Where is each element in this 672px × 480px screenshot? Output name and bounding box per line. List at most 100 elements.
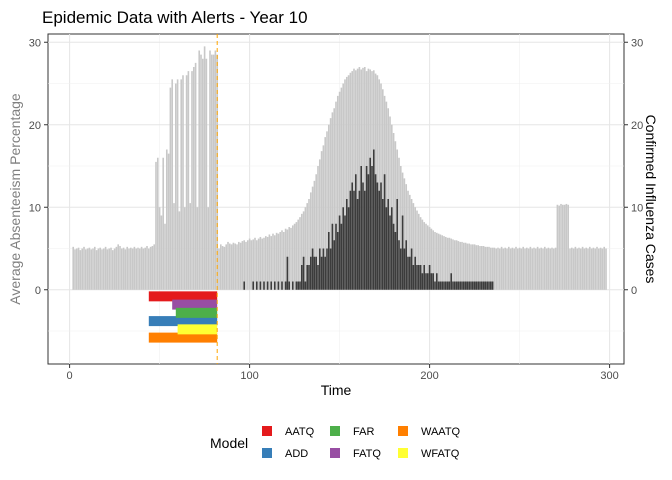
absenteeism-bar bbox=[255, 240, 258, 290]
y-axis-right-title: Confirmed Influenza Cases bbox=[643, 115, 659, 284]
influenza-case-bar bbox=[486, 281, 489, 290]
absenteeism-bar bbox=[439, 234, 442, 290]
influenza-case-bar bbox=[430, 273, 433, 290]
influenza-case-bar bbox=[403, 248, 406, 290]
absenteeism-bar bbox=[486, 246, 489, 290]
legend-label-waatq: WAATQ bbox=[421, 426, 461, 438]
absenteeism-bar bbox=[74, 249, 76, 290]
absenteeism-bar bbox=[153, 244, 156, 290]
influenza-case-bar bbox=[281, 281, 283, 290]
absenteeism-bar bbox=[318, 159, 321, 290]
absenteeism-bar bbox=[560, 203, 562, 290]
influenza-case-bar bbox=[464, 281, 467, 290]
y-right-tick-label: 30 bbox=[631, 37, 643, 49]
absenteeism-bar bbox=[554, 247, 557, 290]
absenteeism-bar bbox=[239, 242, 242, 290]
influenza-case-bar bbox=[362, 182, 364, 290]
alert-segment-wfatq bbox=[177, 324, 218, 335]
absenteeism-bar bbox=[120, 248, 123, 290]
absenteeism-bar bbox=[498, 248, 501, 290]
influenza-case-bar bbox=[455, 281, 458, 290]
influenza-case-bar bbox=[344, 215, 346, 290]
absenteeism-bar bbox=[587, 248, 589, 290]
absenteeism-bar bbox=[72, 246, 75, 290]
absenteeism-bar bbox=[110, 247, 112, 290]
legend-key-aatq bbox=[262, 426, 272, 436]
influenza-case-bar bbox=[266, 281, 269, 290]
absenteeism-bar bbox=[446, 237, 449, 290]
absenteeism-bar bbox=[81, 248, 84, 290]
influenza-case-bar bbox=[360, 166, 363, 290]
absenteeism-bar bbox=[500, 246, 503, 290]
absenteeism-bar bbox=[106, 249, 109, 290]
influenza-case-bar bbox=[338, 215, 341, 290]
absenteeism-bar bbox=[579, 248, 582, 290]
legend-label-far: FAR bbox=[353, 426, 374, 438]
absenteeism-bar bbox=[331, 112, 334, 290]
absenteeism-bar bbox=[437, 233, 440, 290]
absenteeism-bar bbox=[417, 213, 420, 290]
absenteeism-bar bbox=[392, 133, 395, 290]
alert-segment-add bbox=[148, 316, 218, 327]
absenteeism-bar bbox=[412, 203, 415, 290]
influenza-case-bar bbox=[423, 265, 426, 290]
absenteeism-bar bbox=[223, 246, 226, 290]
absenteeism-bar bbox=[117, 244, 120, 290]
absenteeism-bar bbox=[227, 241, 229, 290]
influenza-case-bar bbox=[326, 248, 328, 290]
absenteeism-bar bbox=[263, 237, 265, 290]
absenteeism-bar bbox=[317, 166, 319, 290]
influenza-case-bar bbox=[270, 281, 273, 290]
legend: Model AATQ ADD FAR FATQ WAATQ WFATQ bbox=[210, 426, 461, 460]
legend-key-wfatq bbox=[398, 448, 408, 458]
y-axis-left-title: Average Absenteeism Percentage bbox=[7, 93, 23, 305]
absenteeism-bar bbox=[452, 239, 454, 290]
absenteeism-bar bbox=[435, 232, 438, 290]
influenza-case-bar bbox=[441, 281, 444, 290]
y-axis-right-ticks: 0 10 20 30 bbox=[624, 37, 643, 297]
absenteeism-bar bbox=[169, 87, 172, 290]
influenza-case-bar bbox=[385, 207, 388, 290]
absenteeism-bar bbox=[304, 207, 307, 290]
influenza-case-bar bbox=[446, 281, 449, 290]
absenteeism-bar bbox=[151, 246, 154, 290]
absenteeism-bars bbox=[72, 46, 607, 290]
absenteeism-bar bbox=[482, 246, 485, 290]
absenteeism-bar bbox=[538, 248, 541, 290]
influenza-case-bar bbox=[351, 182, 354, 290]
influenza-case-bar bbox=[390, 207, 393, 290]
absenteeism-bar bbox=[315, 174, 318, 290]
absenteeism-bar bbox=[207, 207, 210, 290]
absenteeism-bar bbox=[506, 248, 508, 290]
influenza-case-bar bbox=[277, 281, 280, 290]
absenteeism-bar bbox=[531, 248, 534, 290]
absenteeism-bar bbox=[569, 248, 571, 290]
absenteeism-bar bbox=[322, 145, 325, 290]
absenteeism-bar bbox=[421, 219, 424, 290]
legend-key-far bbox=[330, 426, 340, 436]
absenteeism-bar bbox=[441, 235, 444, 290]
influenza-case-bar bbox=[284, 281, 287, 290]
influenza-case-bar bbox=[491, 281, 494, 290]
absenteeism-bar bbox=[358, 67, 361, 290]
absenteeism-bar bbox=[270, 236, 273, 290]
legend-label-fatq: FATQ bbox=[353, 448, 381, 460]
absenteeism-bar bbox=[329, 118, 332, 290]
absenteeism-bar bbox=[574, 246, 577, 290]
absenteeism-bar bbox=[183, 207, 186, 290]
absenteeism-bar bbox=[585, 247, 588, 290]
influenza-case-bar bbox=[304, 281, 307, 290]
absenteeism-bar bbox=[473, 244, 476, 290]
legend-label-wfatq: WFATQ bbox=[421, 448, 460, 460]
absenteeism-bar bbox=[398, 157, 400, 290]
influenza-case-bar bbox=[374, 174, 377, 290]
influenza-case-bar bbox=[407, 256, 409, 290]
absenteeism-bar bbox=[425, 223, 427, 290]
absenteeism-bar bbox=[167, 153, 170, 290]
absenteeism-bar bbox=[300, 213, 303, 290]
influenza-case-bar bbox=[408, 256, 411, 290]
absenteeism-bar bbox=[180, 79, 183, 290]
absenteeism-bar bbox=[275, 232, 278, 290]
absenteeism-bar bbox=[479, 246, 481, 290]
absenteeism-bar bbox=[596, 246, 598, 290]
